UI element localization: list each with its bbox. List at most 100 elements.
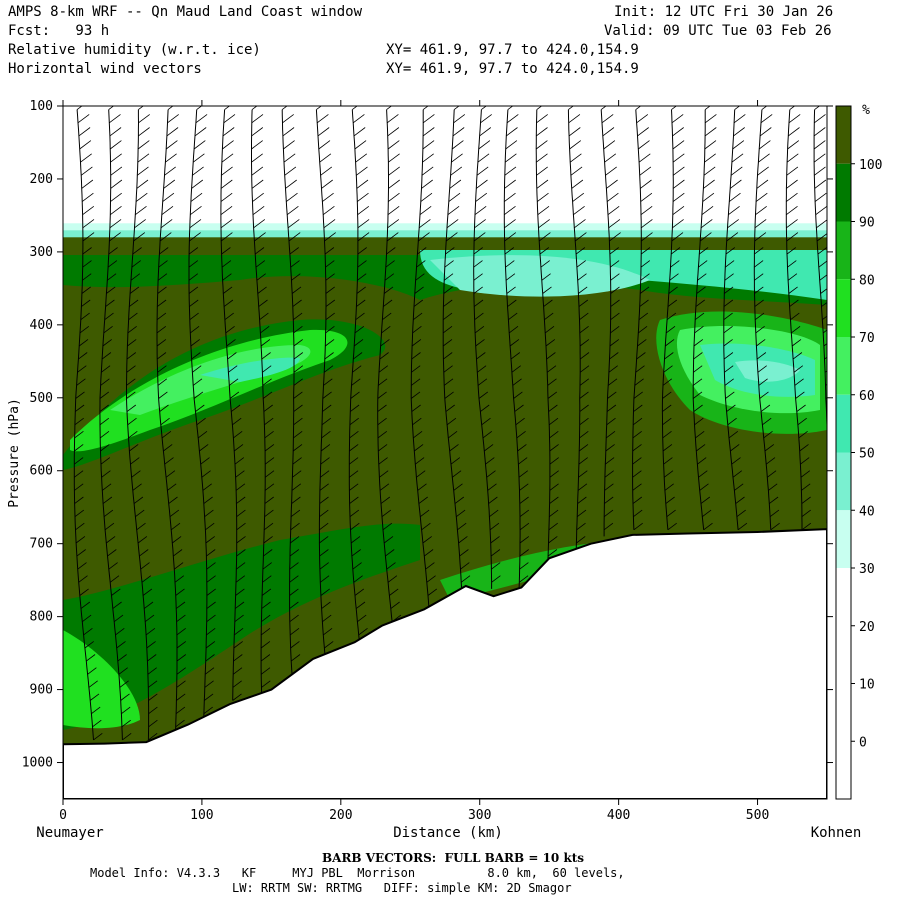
rh-upper-40 xyxy=(430,255,650,297)
wind-barb-feathers xyxy=(349,106,370,636)
wind-barb-feathers xyxy=(99,106,132,741)
wind-barb-column xyxy=(473,106,501,589)
x-tick-label: 100 xyxy=(190,808,213,823)
wind-barb-staff xyxy=(813,109,827,524)
wind-barb-feathers xyxy=(188,106,216,715)
wind-barb-feathers xyxy=(281,106,304,675)
colorbar-label: 0 xyxy=(859,735,867,750)
colorbar-label: 40 xyxy=(859,504,875,519)
wind-barb-staff xyxy=(348,109,360,642)
colorbar-segment xyxy=(836,394,851,453)
wind-barb-column xyxy=(442,106,471,589)
wind-barb-column xyxy=(661,106,685,531)
colorbar-label: 100 xyxy=(859,158,882,173)
colorbar-label: 10 xyxy=(859,678,875,693)
plot-frame xyxy=(62,105,828,800)
chart-title: AMPS 8-km WRF -- Qn Maud Land Coast wind… xyxy=(8,4,363,20)
rh-band-40-50 xyxy=(63,230,827,241)
wind-barb-feathers xyxy=(692,106,717,531)
terrain-surface xyxy=(63,528,827,799)
wind-barb-staff xyxy=(251,109,266,695)
wind-barb-column xyxy=(723,106,748,531)
x-axis: 0 100 200 300 400 500 xyxy=(59,100,769,823)
wind-barb-column xyxy=(410,106,439,609)
wind-barb-column xyxy=(126,106,158,741)
x-tick-label: 300 xyxy=(468,808,491,823)
colorbar-label: 70 xyxy=(859,331,875,346)
wind-barb-feathers xyxy=(220,106,246,701)
wind-barb-column xyxy=(600,106,621,537)
y-axis-label: Pressure (hPa) xyxy=(7,398,22,508)
wind-barb-feathers xyxy=(126,106,158,741)
wind-barb-feathers xyxy=(662,106,685,531)
colorbar-segment xyxy=(836,625,851,684)
colorbar-label: 90 xyxy=(859,216,875,231)
wind-barb-feathers xyxy=(535,106,559,557)
field1-name: Relative humidity (w.r.t. ice) xyxy=(8,42,261,58)
wind-barb-column xyxy=(99,106,132,741)
plot-area xyxy=(63,106,827,799)
wind-barb-feathers xyxy=(442,106,471,583)
wind-barb-feathers xyxy=(504,106,530,583)
x-tick-label: 200 xyxy=(329,808,352,823)
wind-barb-column xyxy=(692,106,717,531)
wind-barb-feathers xyxy=(786,106,812,531)
model-info-line2: LW: RRTM SW: RRTMG DIFF: simple KM: 2D S… xyxy=(232,881,572,895)
colorbar-label: 30 xyxy=(859,562,875,577)
wind-barb-column xyxy=(315,106,336,655)
y-tick-label: 600 xyxy=(30,464,53,479)
wind-barb-staff xyxy=(600,109,612,537)
wind-barb-column xyxy=(785,106,812,531)
wind-barb-column xyxy=(813,106,827,524)
rh-right-40 xyxy=(735,360,800,382)
wind-barb-column xyxy=(567,106,590,550)
wind-barb-column xyxy=(251,106,275,695)
colorbar-label: 50 xyxy=(859,447,875,462)
x-tick-label: 0 xyxy=(59,808,67,823)
colorbar-unit: % xyxy=(862,103,870,118)
wind-barb-column xyxy=(220,106,246,701)
wind-barb-column xyxy=(535,106,559,563)
y-tick-label: 300 xyxy=(30,245,53,260)
wind-barb-feathers xyxy=(632,106,653,531)
colorbar-label: 20 xyxy=(859,620,875,635)
wind-barb-feathers xyxy=(473,106,501,583)
init-time: Init: 12 UTC Fri 30 Jan 26 xyxy=(614,4,834,20)
y-tick-label: 900 xyxy=(30,683,53,698)
wind-barb-feathers xyxy=(74,106,103,741)
x-tick-label: 500 xyxy=(746,808,769,823)
field2-xy: XY= 461.9, 97.7 to 424.0,154.9 xyxy=(386,61,639,77)
wind-barb-column xyxy=(188,106,216,721)
wind-barb-staff xyxy=(567,109,581,550)
y-axis: 100 200 300 400 500 600 700 800 900 1000 xyxy=(22,99,833,771)
wind-barb-feathers xyxy=(251,106,275,688)
wind-barb-column xyxy=(632,106,653,531)
x-left-station: Neumayer xyxy=(36,825,103,841)
colorbar-segment xyxy=(836,510,851,568)
wind-barb-feathers xyxy=(568,106,590,544)
colorbar-label: 60 xyxy=(859,389,875,404)
wind-barb-staff xyxy=(377,109,393,622)
rh-band-30-40 xyxy=(63,223,827,232)
model-info-line1: Model Info: V4.3.3 KF MYJ PBL Morrison 8… xyxy=(90,866,625,880)
wind-barb-staff xyxy=(442,109,463,589)
wind-barbs xyxy=(73,106,827,741)
wind-barb-column xyxy=(377,106,402,623)
wind-barb-staff xyxy=(503,109,521,589)
y-tick-label: 400 xyxy=(30,318,53,333)
colorbar-segment xyxy=(836,741,851,799)
x-right-station: Kohnen xyxy=(811,825,862,841)
wind-barb-staff xyxy=(188,109,208,721)
colorbar-segment xyxy=(836,106,851,164)
wind-barb-staff xyxy=(156,109,178,734)
wind-barb-column xyxy=(503,106,530,589)
wind-barb-feathers xyxy=(156,106,187,728)
rh-mid-50 xyxy=(200,357,300,382)
wind-barb-feathers xyxy=(377,106,402,623)
barb-note: BARB VECTORS: FULL BARB = 10 kts xyxy=(322,851,585,865)
wind-barb-column xyxy=(348,106,370,642)
y-tick-label: 1000 xyxy=(22,756,53,771)
colorbar-segment xyxy=(836,452,851,511)
